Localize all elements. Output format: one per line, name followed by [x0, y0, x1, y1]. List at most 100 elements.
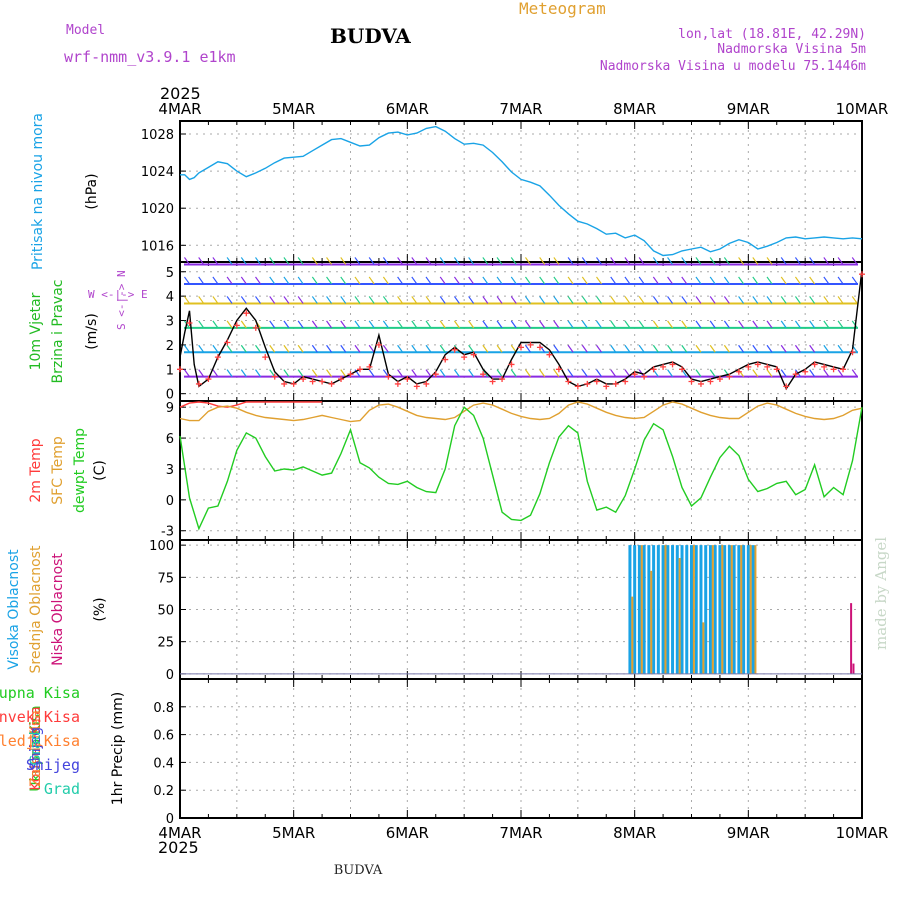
wind-barb [439, 320, 446, 329]
x-tick-label-bottom: 9MAR [727, 824, 770, 842]
wind-barb [411, 296, 418, 304]
wind-barb [624, 320, 631, 329]
y-tick-label: 0 [166, 668, 174, 683]
wind-barb [794, 320, 801, 329]
y-tick-label: 1016 [141, 239, 174, 254]
gust-marker [593, 378, 600, 385]
y-tick-label: 9 [166, 401, 174, 416]
gust-marker [754, 361, 761, 368]
panel-label: Pritisak na nivou mora [30, 113, 46, 270]
wind-barb [596, 276, 603, 285]
gust-marker [555, 366, 562, 373]
x-tick-label-bottom: 5MAR [272, 824, 315, 842]
wind-barb [596, 344, 603, 353]
series-line-dewpt Temp [179, 406, 863, 531]
wind-barb [638, 320, 645, 329]
wind-barb [809, 369, 816, 377]
wind-barb [212, 320, 219, 329]
gust-marker [508, 361, 515, 368]
gust-marker [773, 366, 780, 373]
wind-barb [553, 257, 560, 265]
wind-barb [255, 369, 262, 377]
y-tick-label: 1024 [141, 165, 174, 180]
wind-barb [439, 369, 446, 377]
wind-barb [823, 296, 830, 304]
y-tick-label: 6 [166, 432, 174, 447]
wind-barb [596, 369, 603, 377]
y-tick-label: 1028 [141, 128, 174, 143]
wind-barb [539, 369, 546, 377]
y-tick-label: 1 [166, 363, 174, 378]
y-tick-label: 0 [166, 812, 174, 827]
wind-barb [581, 296, 588, 304]
wind-barb [269, 320, 276, 329]
wind-barb [652, 296, 659, 304]
y-tick-label: 1020 [141, 202, 174, 217]
wind-barb [453, 296, 460, 304]
wind-barb [809, 257, 816, 265]
panel-label: Srednja Oblacnost [28, 545, 44, 673]
wind-barb [382, 320, 389, 329]
wind-barb [368, 276, 375, 285]
wind-barb [766, 320, 773, 329]
chart-title: BUDVA [330, 24, 411, 48]
y-tick-label: 25 [157, 636, 174, 651]
wind-barb [183, 344, 190, 353]
wind-barb [681, 320, 688, 329]
lonlat-label: lon,lat (18.81E, 42.29N) [678, 27, 866, 42]
wind-barb [382, 276, 389, 285]
wind-barb [425, 257, 432, 265]
wind-barb [695, 344, 702, 353]
wind-barb [723, 369, 730, 377]
wind-barb [411, 320, 418, 329]
precip-legend-label: Snijeg [26, 756, 80, 774]
wind-barb [553, 320, 560, 329]
wind-barb [439, 276, 446, 285]
wind-barb [297, 296, 304, 304]
panel-label: Brzina i Pravac [50, 280, 66, 384]
panel-label: dewpt Temp [72, 428, 88, 513]
gust-marker [385, 373, 392, 380]
wind-barb [496, 344, 503, 353]
gust-marker [546, 351, 553, 358]
wind-barb [823, 320, 830, 329]
wind-barb [780, 276, 787, 285]
wind-barb [738, 296, 745, 304]
gust-marker [281, 380, 288, 387]
wind-barb [567, 276, 574, 285]
wind-barb [354, 276, 361, 285]
gust-marker [442, 356, 449, 363]
wind-barb [439, 344, 446, 353]
wind-barb [695, 257, 702, 265]
wind-barb [809, 276, 816, 285]
wind-barb [269, 344, 276, 353]
wind-barb [283, 344, 290, 353]
wind-barb [425, 296, 432, 304]
wind-barb [198, 320, 205, 329]
gust-marker [622, 378, 629, 385]
wind-barb [567, 296, 574, 304]
wind-barb [709, 296, 716, 304]
wind-barb [823, 344, 830, 353]
gust-marker [830, 366, 837, 373]
series-line-pressure [180, 125, 863, 257]
y-tick-label: 50 [157, 604, 174, 619]
wind-barb [453, 276, 460, 285]
wind-barb [837, 257, 844, 265]
gust-marker [224, 339, 231, 346]
panel-label: Visoka Oblacnost [6, 549, 22, 670]
wind-barb [752, 344, 759, 353]
wind-barb [524, 276, 531, 285]
gust-marker [811, 361, 818, 368]
series-line-speed [179, 269, 863, 391]
gust-marker [347, 371, 354, 378]
y-tick-label: 0.8 [153, 701, 174, 716]
gust-marker [518, 344, 524, 351]
y-tick-label: 0 [166, 388, 174, 403]
wind-barb [340, 296, 347, 304]
panel-unit: (%) [92, 597, 108, 621]
x-tick-label-top: 4MAR [158, 100, 201, 118]
wind-barb [397, 296, 404, 304]
wind-barb [823, 257, 830, 265]
